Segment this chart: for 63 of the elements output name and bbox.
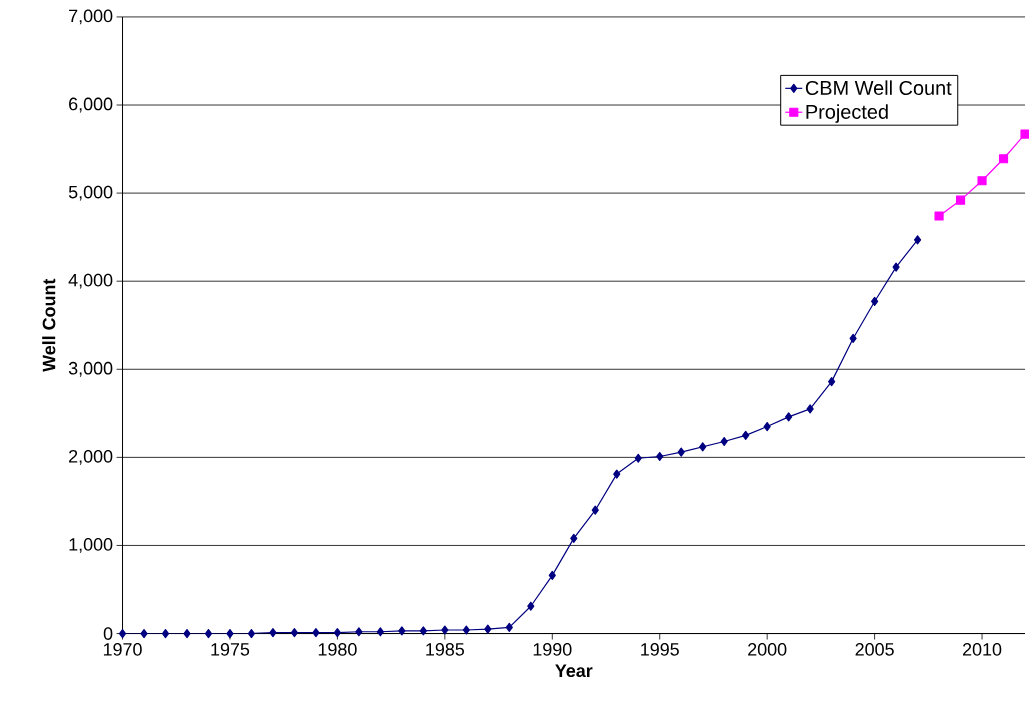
point [183,628,191,639]
x-tick-label: 2010 [963,642,1002,656]
point [892,262,900,272]
point [441,625,449,635]
y-tick-label: 1,000 [69,537,113,553]
point [720,436,728,446]
y-tick-label: 4,000 [68,273,113,289]
point [828,376,836,387]
point [977,176,987,186]
point [419,626,427,636]
x-tick-label: 1980 [318,642,357,656]
y-tick-label: 6,000 [69,97,113,113]
point [161,628,170,639]
point [312,627,320,638]
point [591,505,599,515]
point [355,627,363,637]
point [849,333,857,343]
point [785,412,793,422]
point [570,533,578,543]
x-tick-label: 1990 [533,642,572,656]
point [204,628,213,639]
x-tick-label: 2005 [855,642,894,656]
point [934,211,944,221]
point [998,154,1009,164]
point [505,622,513,632]
x-tick-label: 2000 [748,642,787,656]
x-tick-label: 1975 [211,642,250,656]
point [913,235,922,245]
x-axis-title: Year [555,664,593,677]
point [226,628,234,639]
legend-label: CBM Well Count [805,80,952,95]
legend-label: Projected [806,104,888,123]
point [247,628,256,639]
point [376,627,384,637]
point [699,442,707,452]
point [398,626,406,636]
y-tick-label: 0 [103,627,113,640]
point [763,421,771,432]
y-tick-label: 7,000 [69,9,113,25]
point [656,451,664,461]
point [462,625,470,635]
point [955,195,966,205]
x-tick-label: 1970 [103,642,142,656]
point [634,453,642,463]
y-tick-label: 5,000 [68,185,113,201]
y-axis-title: Well Count [42,278,56,372]
point [118,628,127,639]
point [871,296,879,306]
point [613,469,621,479]
point [140,628,148,639]
point [806,404,814,414]
point [548,570,556,580]
x-tick-label: 1995 [641,642,679,656]
x-tick-label: 1985 [426,642,465,656]
point [742,430,750,440]
point [290,627,299,638]
y-tick-label: 2,000 [69,449,113,465]
point [484,624,492,634]
point [269,627,277,638]
point [333,627,341,638]
point [677,447,685,457]
y-tick-label: 3,000 [68,361,113,377]
point [527,601,535,611]
